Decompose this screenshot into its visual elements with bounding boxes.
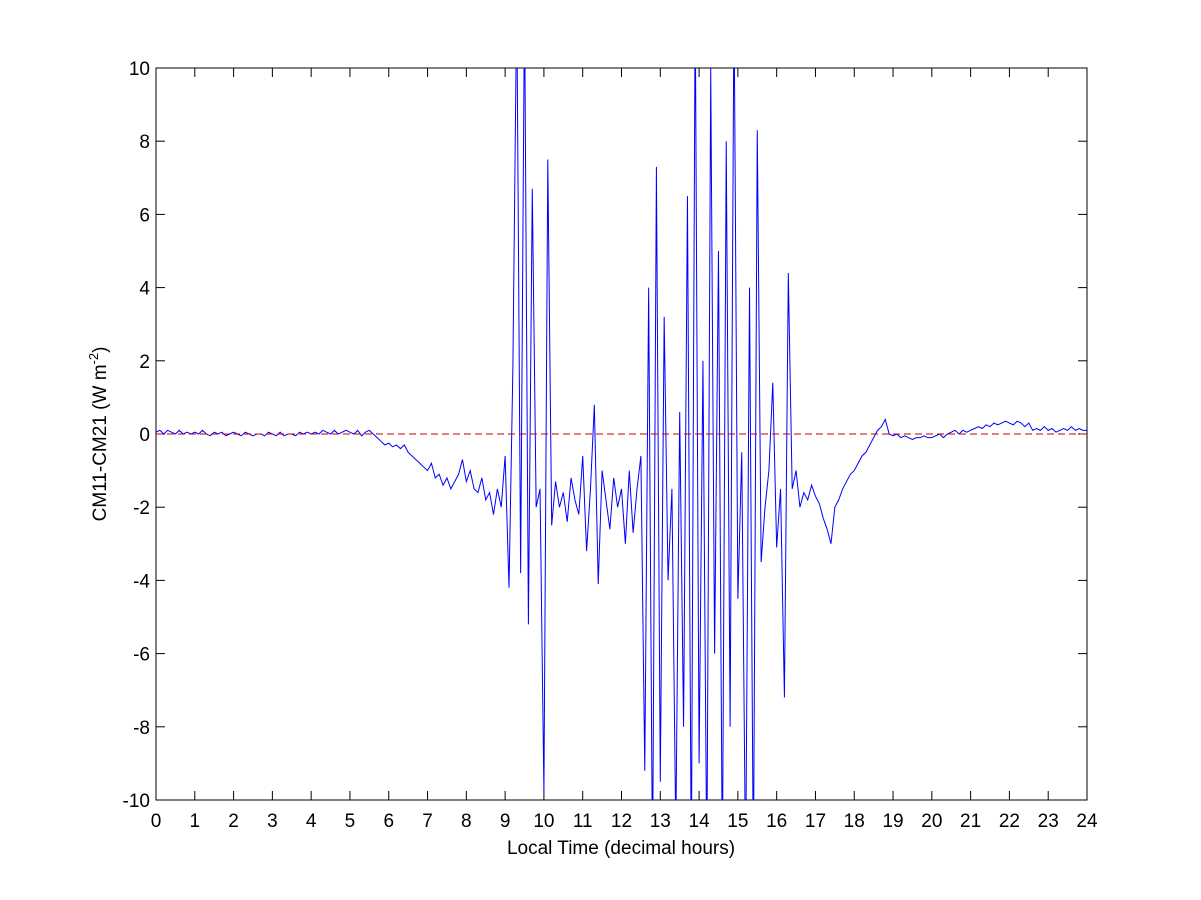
x-tick-label: 6 — [383, 811, 394, 832]
x-tick-label: 16 — [766, 811, 787, 832]
y-tick-label: 6 — [139, 205, 150, 226]
x-tick-label: 5 — [345, 811, 356, 832]
x-tick-label: 24 — [1076, 811, 1098, 832]
x-tick-label: 22 — [999, 811, 1020, 832]
y-axis-label-text: CM11-CM21 (W m — [90, 364, 111, 521]
y-tick-label: 10 — [129, 59, 150, 80]
y-tick-label: -4 — [133, 571, 150, 592]
x-tick-label: 10 — [533, 811, 554, 832]
x-tick-label: 23 — [1038, 811, 1059, 832]
y-axis-label-sup: -2 — [86, 353, 101, 365]
y-tick-label: -8 — [133, 718, 150, 739]
x-tick-label: 15 — [727, 811, 748, 832]
y-tick-label: -6 — [133, 645, 150, 666]
x-tick-label: 8 — [461, 811, 472, 832]
x-axis-label: Local Time (decimal hours) — [507, 838, 735, 859]
y-tick-label: 0 — [139, 425, 150, 446]
y-tick-label: -2 — [133, 498, 150, 519]
x-tick-label: 0 — [151, 811, 162, 832]
x-tick-label: 14 — [689, 811, 711, 832]
x-tick-label: 19 — [882, 811, 903, 832]
x-tick-label: 18 — [844, 811, 865, 832]
x-tick-label: 21 — [960, 811, 981, 832]
y-tick-label: 8 — [139, 132, 150, 153]
x-tick-label: 17 — [805, 811, 826, 832]
x-tick-label: 7 — [422, 811, 433, 832]
x-tick-label: 20 — [921, 811, 942, 832]
x-tick-label: 9 — [500, 811, 511, 832]
x-tick-label: 2 — [228, 811, 239, 832]
y-tick-label: 4 — [139, 279, 150, 300]
x-tick-label: 3 — [267, 811, 278, 832]
x-tick-label: 13 — [650, 811, 671, 832]
x-tick-label: 1 — [190, 811, 201, 832]
x-tick-label: 11 — [573, 811, 593, 832]
y-axis-label: CM11-CM21 (W m-2) — [86, 347, 111, 522]
x-tick-label: 12 — [611, 811, 632, 832]
y-axis-label-end: ) — [90, 347, 111, 353]
y-tick-label: -10 — [123, 791, 150, 812]
x-tick-label: 4 — [306, 811, 317, 832]
y-tick-label: 2 — [139, 352, 150, 373]
